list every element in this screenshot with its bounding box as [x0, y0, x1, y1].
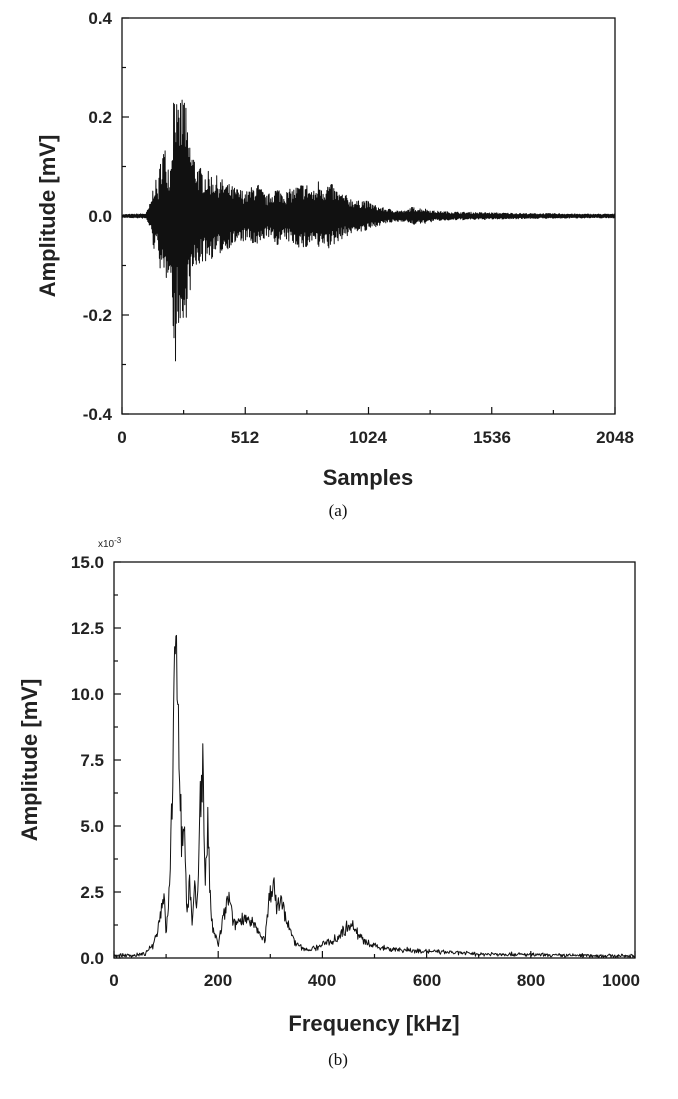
panel-b-y-tick-label: 10.0	[71, 685, 104, 704]
panel-b-spectrum-line	[113, 634, 636, 958]
panel-a-y-tick-label: 0.0	[88, 207, 112, 226]
panel-b-y-multiplier: x10-3	[98, 536, 122, 550]
panel-b-y-tick-label: 0.0	[80, 949, 104, 968]
panel-a-caption: (a)	[329, 501, 348, 520]
panel-a-x-tick-label: 1536	[473, 428, 511, 447]
panel-a-time-signal: 0 512 1024 1536 2048 -0.4 -0.2 0.0 0.2 0…	[35, 9, 634, 520]
panel-b-y-axis-title: Amplitude [mV]	[17, 679, 42, 842]
panel-b-y-tick-label: 2.5	[80, 883, 104, 902]
panel-a-tick-labels: 0 512 1024 1536 2048 -0.4 -0.2 0.0 0.2 0…	[83, 9, 634, 447]
panel-a-y-tick-label: 0.2	[88, 108, 112, 127]
panel-a-x-tick-label: 1024	[349, 428, 387, 447]
panel-b-y-tick-label: 5.0	[80, 817, 104, 836]
panel-a-waveform-line	[121, 99, 616, 362]
panel-b-plot-frame	[113, 561, 636, 959]
panel-b-x-tick-label: 600	[413, 971, 441, 990]
panel-a-y-tick-label: 0.4	[88, 9, 112, 28]
panel-b-x-tick-label: 400	[308, 971, 336, 990]
panel-b-x-tick-label: 200	[204, 971, 232, 990]
panel-a-x-tick-label: 512	[231, 428, 259, 447]
panel-b-y-tick-label: 12.5	[71, 619, 104, 638]
panel-a-y-tick-label: -0.4	[83, 405, 113, 424]
panel-a-x-tick-label: 2048	[596, 428, 634, 447]
panel-b-ticks	[113, 561, 636, 959]
panel-a-y-tick-label: -0.2	[83, 306, 112, 325]
panel-a-x-axis-title: Samples	[323, 465, 414, 490]
panel-a-ticks	[121, 17, 616, 415]
panel-a-y-axis-title: Amplitude [mV]	[35, 135, 60, 298]
panel-b-x-tick-label: 0	[109, 971, 118, 990]
panel-b-caption: (b)	[328, 1050, 348, 1069]
panel-b-x-axis-title: Frequency [kHz]	[288, 1011, 459, 1036]
panel-b-y-tick-label: 15.0	[71, 553, 104, 572]
panel-b-x-tick-label: 800	[517, 971, 545, 990]
panel-b-y-tick-label: 7.5	[80, 751, 104, 770]
panel-b-tick-labels: 0 200 400 600 800 1000 0.0 2.5 5.0 7.5 1…	[71, 553, 640, 990]
panel-b-frequency-spectrum: 0 200 400 600 800 1000 0.0 2.5 5.0 7.5 1…	[17, 536, 640, 1069]
panel-b-x-tick-label: 1000	[602, 971, 640, 990]
panel-a-x-tick-label: 0	[117, 428, 126, 447]
